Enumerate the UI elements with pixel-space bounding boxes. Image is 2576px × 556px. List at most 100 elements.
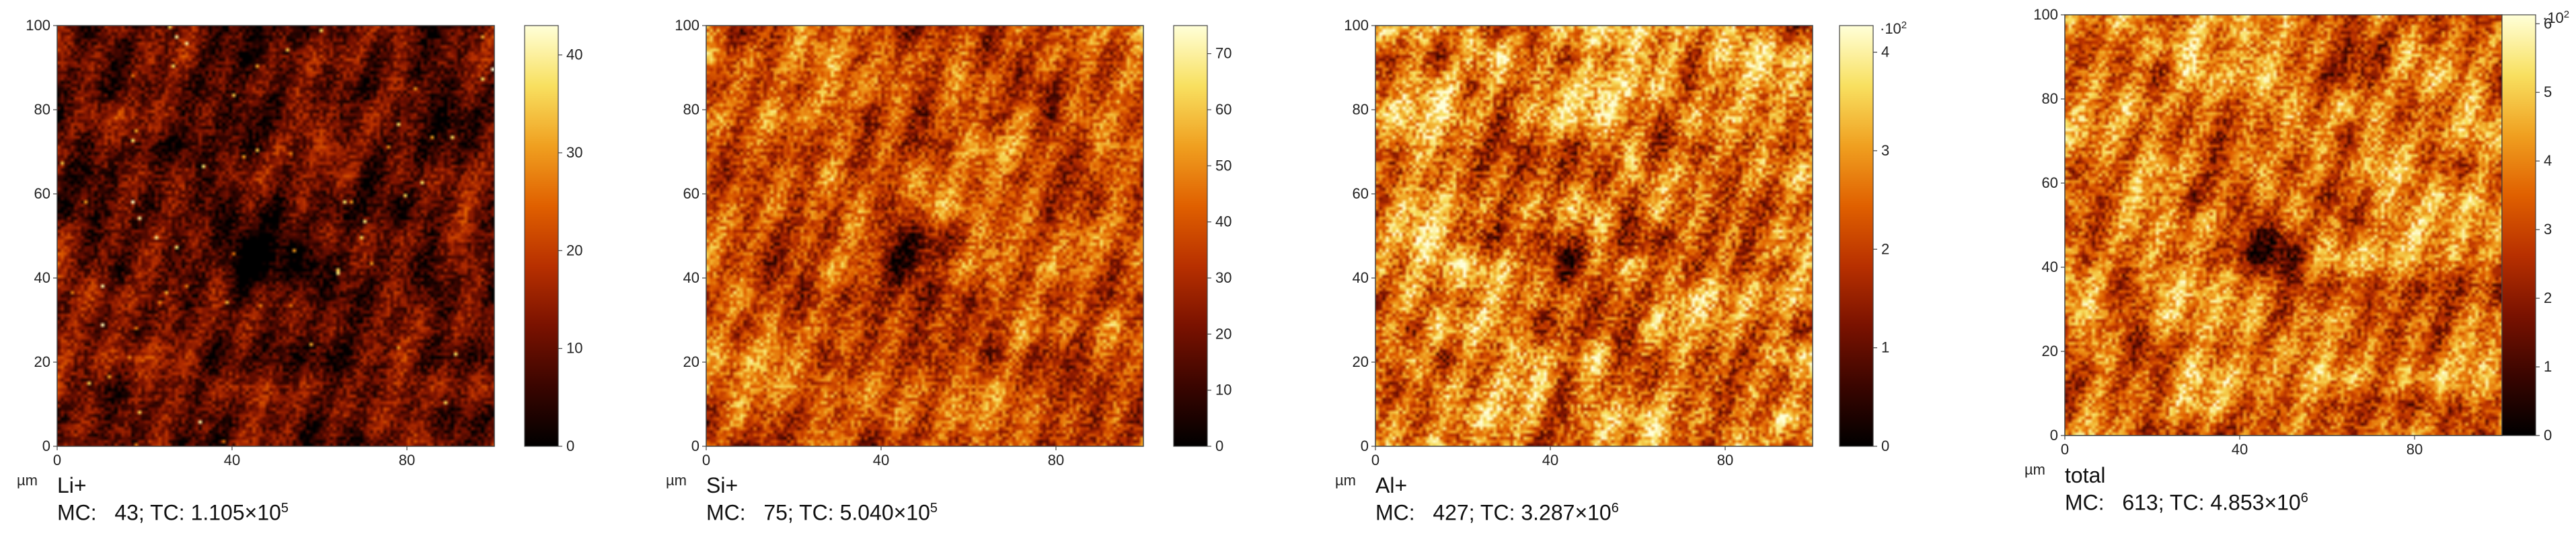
heatmap-panel-3: 0 20 40 60 80 100 0 40 80 µm 0 1 2 3 4 5 6·102 total MC: 6…	[2024, 0, 2576, 556]
y-tick-label: 20	[1353, 353, 1369, 370]
colorbar-tick-label: 40	[1215, 213, 1232, 230]
heatmap-image	[57, 26, 494, 446]
plot-frame	[706, 25, 1144, 447]
y-tick-label: 60	[2042, 174, 2058, 191]
colorbar-tick-label: 30	[1215, 269, 1232, 286]
colorbar-tick-label: 4	[1881, 44, 1889, 61]
x-tick-label: 40	[1542, 452, 1558, 468]
y-tick-label: 40	[1353, 269, 1369, 286]
y-tick-label: 20	[683, 353, 699, 370]
colorbar-tick-label: 0	[2544, 427, 2552, 444]
x-tick-label: 40	[873, 452, 889, 468]
colorbar-exponent: ·102	[2542, 9, 2569, 26]
colorbar-tick-label: 0	[1881, 438, 1889, 454]
mc-value: 43;	[114, 500, 151, 525]
x-tick-label: 0	[1371, 452, 1379, 468]
y-tick-label: 80	[683, 101, 699, 118]
heatmap-svg: 0 20 40 60 80 100 0 40 80 µm 0 10 20 30 40	[17, 17, 582, 489]
heatmap-panel-1: 0 20 40 60 80 100 0 40 80 µm 0 10 20 30 40 50 60 70 Si+ MC:…	[666, 0, 1232, 556]
colorbar-tick-label: 30	[566, 144, 582, 161]
colorbar	[1173, 25, 1208, 447]
axis-unit-label: µm	[1335, 472, 1356, 489]
colorbar-tick-label: 2	[2544, 289, 2552, 306]
x-tick-label: 80	[1048, 452, 1064, 468]
colorbar-tick-label: 50	[1215, 157, 1232, 174]
species-label: Li+	[57, 473, 87, 497]
y-tick-label: 40	[2042, 258, 2058, 275]
species-label: Si+	[706, 473, 738, 497]
species-label: Al+	[1375, 473, 1408, 497]
colorbar-tick-label: 70	[1215, 45, 1232, 62]
colorbar-tick-label: 5	[2544, 83, 2552, 100]
x-tick-label: 40	[2232, 441, 2248, 458]
y-tick-label: 80	[1353, 101, 1369, 118]
axis-unit-label: µm	[666, 472, 687, 489]
tc-label: TC:	[799, 500, 840, 525]
colorbar-tick-label: 20	[566, 242, 582, 258]
x-tick-label: 0	[2061, 441, 2069, 458]
mc-label: MC:	[706, 500, 764, 525]
tc-value: 3.287×10	[1521, 500, 1612, 525]
axis-unit-label: µm	[17, 472, 38, 489]
y-tick-label: 0	[2050, 427, 2058, 444]
colorbar-tick-label: 10	[1215, 382, 1232, 398]
colorbar-tick-label: 1	[2544, 358, 2552, 375]
heatmap-image	[2065, 15, 2502, 436]
heatmap-svg: 0 20 40 60 80 100 0 40 80 µm 0 1 2 3 4 5 6·102	[2024, 6, 2569, 478]
y-tick-label: 0	[1361, 438, 1369, 454]
y-tick-label: 80	[34, 101, 50, 118]
mc-value: 75;	[763, 500, 800, 525]
colorbar-tick-label: 60	[1215, 101, 1232, 118]
tc-exponent: 6	[2300, 491, 2308, 506]
y-tick-label: 40	[683, 269, 699, 286]
x-tick-label: 80	[2407, 441, 2423, 458]
colorbar-tick-label: 1	[1881, 339, 1889, 356]
heatmap-image	[706, 26, 1143, 446]
y-tick-label: 100	[1344, 17, 1369, 34]
x-tick-label: 80	[399, 452, 415, 468]
tc-value: 4.853×10	[2210, 490, 2301, 515]
heatmap-svg: 0 20 40 60 80 100 0 40 80 µm 0 1 2 3 4 ·102	[1335, 17, 1907, 489]
tc-exponent: 5	[930, 501, 938, 516]
y-tick-label: 60	[683, 185, 699, 202]
plot-frame	[1375, 25, 1813, 447]
mc-label: MC:	[1375, 500, 1433, 525]
x-tick-label: 80	[1717, 452, 1733, 468]
mc-label: MC:	[57, 500, 115, 525]
colorbar-tick-label: 3	[1881, 142, 1889, 159]
x-tick-label: 0	[53, 452, 61, 468]
stats-line: MC: 43; TC: 1.105×105	[57, 501, 289, 524]
colorbar	[1839, 25, 1874, 447]
tc-value: 5.040×10	[839, 500, 930, 525]
colorbar-tick-label: 0	[1215, 438, 1223, 454]
stats-line: MC: 613; TC: 4.853×106	[2065, 491, 2308, 514]
y-tick-label: 80	[2042, 90, 2058, 107]
colorbar-tick-label: 0	[566, 438, 574, 454]
heatmap-panel-2: 0 20 40 60 80 100 0 40 80 µm 0 1 2 3 4 ·102 Al+ MC: 427; …	[1335, 0, 1907, 556]
y-tick-label: 60	[1353, 185, 1369, 202]
colorbar	[2501, 14, 2536, 436]
y-tick-label: 20	[34, 353, 50, 370]
mc-value: 613;	[2122, 490, 2170, 515]
tc-label: TC:	[2169, 490, 2211, 515]
mc-value: 427;	[1433, 500, 1480, 525]
colorbar-tick-label: 20	[1215, 325, 1232, 342]
colorbar-tick-label: 4	[2544, 152, 2552, 169]
y-tick-label: 100	[26, 17, 50, 34]
tc-value: 1.105×10	[190, 500, 281, 525]
colorbar	[524, 25, 559, 447]
y-tick-label: 20	[2042, 343, 2058, 359]
heatmap-svg: 0 20 40 60 80 100 0 40 80 µm 0 10 20 30 40 50 60 70	[666, 17, 1232, 489]
mc-label: MC:	[2065, 490, 2123, 515]
colorbar-tick-label: 3	[2544, 221, 2552, 238]
y-tick-label: 0	[691, 438, 699, 454]
stats-line: MC: 427; TC: 3.287×106	[1375, 501, 1619, 524]
tc-label: TC:	[150, 500, 191, 525]
colorbar-tick-label: 40	[566, 46, 582, 63]
y-tick-label: 100	[675, 17, 699, 34]
y-tick-label: 60	[34, 185, 50, 202]
tc-exponent: 5	[280, 501, 289, 516]
tc-label: TC:	[1480, 500, 1521, 525]
y-tick-label: 0	[42, 438, 50, 454]
colorbar-exponent: ·102	[1880, 20, 1907, 37]
